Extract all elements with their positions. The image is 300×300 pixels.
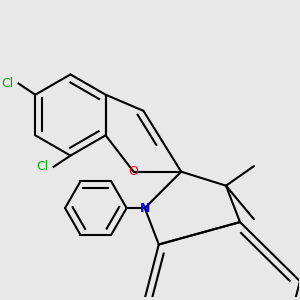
Text: N: N xyxy=(140,202,150,214)
Text: Cl: Cl xyxy=(1,77,13,90)
Text: O: O xyxy=(129,165,139,178)
Text: Cl: Cl xyxy=(36,160,49,173)
